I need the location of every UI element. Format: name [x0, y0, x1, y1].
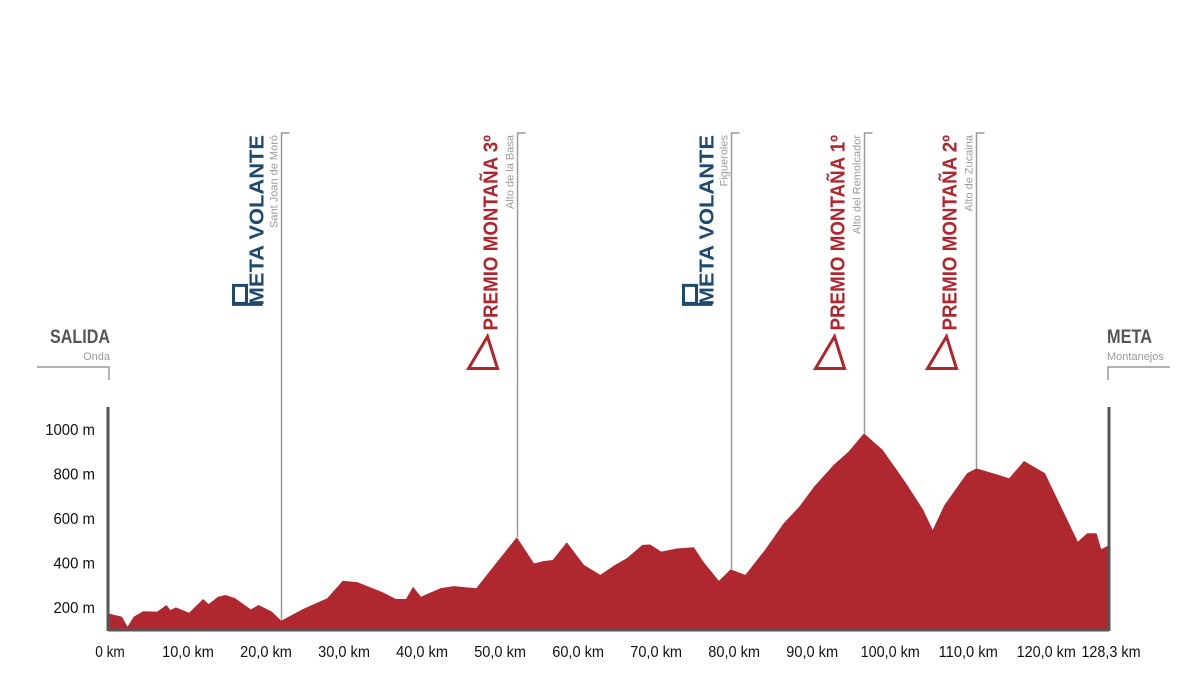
marker-line: [280, 132, 290, 621]
x-tick-label: 50,0 km: [474, 644, 526, 661]
start-title: SALIDA: [50, 327, 110, 348]
marker-title: PREMIO MONTAÑA 2º: [939, 135, 962, 331]
x-tick-label: 100,0 km: [861, 644, 920, 661]
start-label: SALIDA Onda: [37, 327, 111, 380]
finish-title: META: [1107, 327, 1152, 348]
y-tick-label: 200 m: [54, 600, 96, 617]
marker-title: PREMIO MONTAÑA 1º: [827, 135, 850, 331]
start-place: Onda: [83, 351, 111, 363]
y-tick-label: 1000 m: [45, 422, 95, 439]
marker-line: [975, 132, 985, 469]
triangle-icon: [465, 332, 500, 370]
finish-bracket: [1107, 366, 1170, 380]
marker-line: [516, 132, 526, 538]
marker-line: [730, 132, 740, 570]
marker-title: PREMIO MONTAÑA 3º: [480, 135, 503, 331]
x-tick-label: 30,0 km: [318, 644, 370, 661]
marker-title: META VOLANTE: [247, 135, 269, 305]
finish-label: META Montanejos: [1107, 327, 1170, 380]
x-tick-label: 80,0 km: [708, 644, 760, 661]
x-tick-label: 20,0 km: [240, 644, 292, 661]
x-axis-ticks: 0 km 10,0 km 20,0 km 30,0 km 40,0 km 50,0 km 6…: [95, 644, 1140, 661]
marker-place: Alto de la Basa: [505, 134, 517, 209]
marker-line: [863, 132, 873, 434]
y-axis-ticks: 200 m 400 m 600 m 800 m 1000 m: [45, 422, 95, 617]
marker-climb: PREMIO MONTAÑA 3º Alto de la Basa: [465, 132, 526, 538]
finish-place: Montanejos: [1107, 351, 1164, 363]
x-tick-label: 90,0 km: [786, 644, 838, 661]
x-tick-label: 40,0 km: [396, 644, 448, 661]
x-tick-label: 120,0 km: [1017, 644, 1076, 661]
axes: [106, 407, 1111, 632]
elevation-area: [108, 433, 1109, 629]
marker-place: Alto del Remolcador: [852, 135, 864, 234]
markers: META VOLANTE Sant Joan de Moró PREMIO MONT…: [232, 132, 985, 621]
y-tick-label: 800 m: [54, 466, 96, 483]
marker-climb: PREMIO MONTAÑA 1º Alto del Remolcador: [812, 132, 873, 434]
flag-icon: [682, 283, 713, 306]
flag-icon: [232, 283, 263, 306]
start-bracket: [37, 366, 110, 380]
marker-place: Sant Joan de Moró: [269, 135, 281, 228]
x-tick-label: 110,0 km: [939, 644, 998, 661]
triangle-icon: [924, 332, 959, 370]
triangle-icon: [812, 332, 847, 370]
x-tick-label: 10,0 km: [162, 644, 214, 661]
marker-sprint: META VOLANTE Sant Joan de Moró: [232, 132, 290, 621]
x-tick-label: 60,0 km: [552, 644, 604, 661]
x-tick-label: 0 km: [95, 644, 125, 661]
y-tick-label: 400 m: [54, 555, 96, 572]
marker-place: Alto de Zucaina: [964, 134, 976, 211]
marker-climb: PREMIO MONTAÑA 2º Alto de Zucaina: [924, 132, 985, 469]
x-tick-label: 128,3 km: [1081, 644, 1140, 661]
marker-title: META VOLANTE: [697, 135, 719, 305]
marker-sprint: META VOLANTE Figueroles: [682, 132, 740, 570]
x-tick-label: 70,0 km: [630, 644, 682, 661]
marker-place: Figueroles: [719, 135, 731, 187]
y-tick-label: 600 m: [54, 511, 96, 528]
